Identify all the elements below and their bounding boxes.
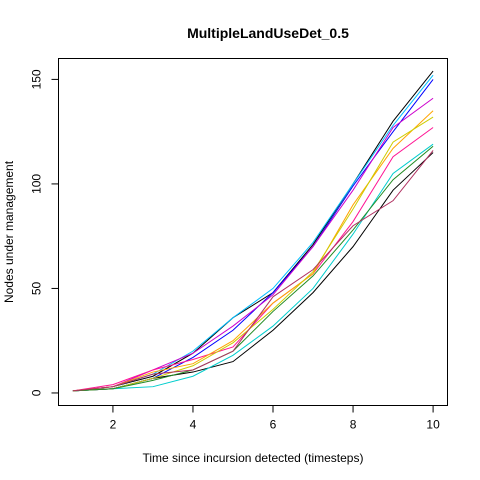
series-line-3 (72, 143, 434, 392)
series-line-10 (72, 145, 434, 392)
series-line-6 (72, 97, 434, 392)
x-axis: 2 4 6 8 10 (110, 405, 440, 432)
series-lines (72, 70, 434, 392)
series-line-1 (72, 70, 434, 392)
chart-title: MultipleLandUseDet_0.5 (187, 25, 349, 41)
series-line-8 (72, 110, 434, 392)
series-line-4 (72, 79, 434, 392)
series-line-9 (72, 116, 434, 392)
y-tick-label: 0 (30, 389, 44, 396)
x-tick-label: 10 (426, 418, 440, 432)
x-tick-label: 4 (190, 418, 197, 432)
y-tick-label: 150 (30, 69, 44, 89)
series-line-5 (72, 74, 434, 392)
x-axis-label: Time since incursion detected (timesteps… (143, 451, 364, 465)
x-tick-label: 8 (350, 418, 357, 432)
series-line-7 (72, 127, 434, 392)
y-axis: 0 50 100 150 (30, 69, 59, 396)
x-tick-label: 6 (270, 418, 277, 432)
plot-frame (58, 58, 448, 406)
series-line-11 (72, 150, 434, 392)
y-tick-label: 100 (30, 174, 44, 194)
x-tick-label: 2 (110, 418, 117, 432)
y-tick-label: 50 (30, 281, 44, 295)
series-line-2 (72, 152, 434, 392)
y-axis-label: Nodes under management (2, 160, 16, 303)
